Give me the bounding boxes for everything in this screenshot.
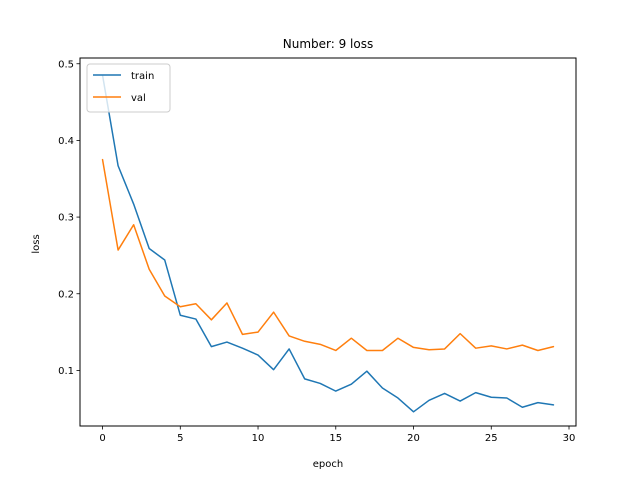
legend-label-val: val xyxy=(131,93,146,104)
series-line-val xyxy=(101,158,555,352)
plot-area: 0 5 10 15 20 25 30 0.1 0.2 0.3 0.4 0.5 xyxy=(58,57,577,444)
x-tick-label: 5 xyxy=(177,433,183,444)
chart-title: Number: 9 loss xyxy=(283,37,373,51)
legend: train val xyxy=(86,63,171,113)
x-tick-label: 25 xyxy=(485,433,498,444)
x-tick-label: 30 xyxy=(563,433,576,444)
x-axis-ticks: 0 5 10 15 20 25 30 xyxy=(99,426,575,444)
series-layer xyxy=(101,74,555,413)
y-tick-label: 0.1 xyxy=(58,366,74,377)
y-tick-label: 0.2 xyxy=(58,289,74,300)
y-tick-label: 0.5 xyxy=(58,59,74,70)
legend-box xyxy=(86,63,171,113)
y-axis-ticks: 0.1 0.2 0.3 0.4 0.5 xyxy=(58,59,80,377)
legend-label-train: train xyxy=(131,71,154,82)
x-tick-label: 15 xyxy=(329,433,342,444)
x-tick-label: 0 xyxy=(99,433,105,444)
x-tick-label: 20 xyxy=(407,433,420,444)
y-tick-label: 0.4 xyxy=(58,136,74,147)
x-tick-label: 10 xyxy=(252,433,265,444)
plot-frame xyxy=(79,57,577,427)
y-axis-label: loss xyxy=(31,234,42,253)
series-line-train xyxy=(101,74,555,413)
y-tick-label: 0.3 xyxy=(58,213,74,224)
x-axis-label: epoch xyxy=(313,459,343,470)
